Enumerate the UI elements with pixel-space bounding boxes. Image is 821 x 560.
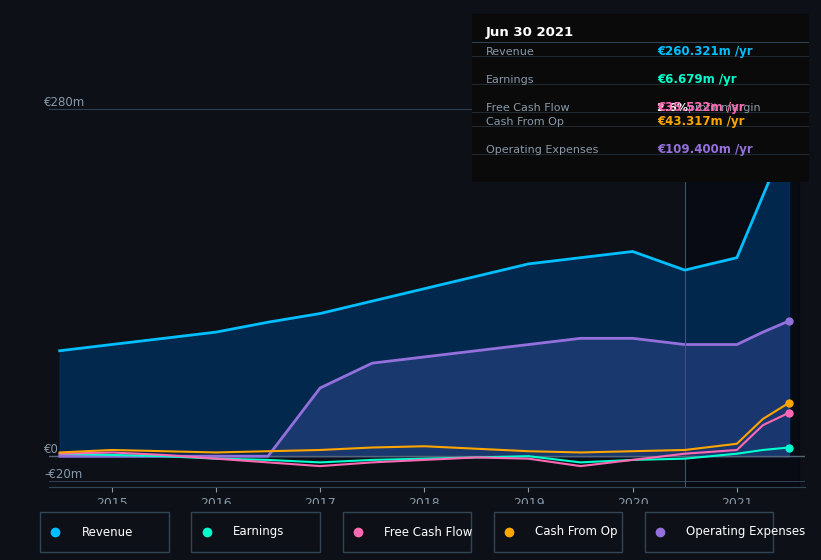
Bar (342, 512, 471, 552)
Text: profit margin: profit margin (687, 103, 760, 113)
Text: €109.400m /yr: €109.400m /yr (658, 143, 753, 156)
Text: Revenue: Revenue (485, 47, 534, 57)
Bar (685, 84, 800, 487)
Text: Jun 30 2021: Jun 30 2021 (485, 26, 574, 39)
Text: €280m: €280m (44, 96, 85, 109)
Bar (493, 512, 622, 552)
Bar (644, 512, 773, 552)
Text: Cash From Op: Cash From Op (485, 117, 563, 127)
Text: Revenue: Revenue (82, 525, 133, 539)
Text: €260.321m /yr: €260.321m /yr (658, 45, 753, 58)
Text: €43.317m /yr: €43.317m /yr (658, 115, 745, 128)
Text: Earnings: Earnings (233, 525, 284, 539)
Text: Operating Expenses: Operating Expenses (686, 525, 805, 539)
Text: €6.679m /yr: €6.679m /yr (658, 73, 736, 86)
Text: Earnings: Earnings (485, 75, 534, 85)
Text: Operating Expenses: Operating Expenses (485, 145, 598, 155)
Text: Cash From Op: Cash From Op (535, 525, 617, 539)
Text: Free Cash Flow: Free Cash Flow (384, 525, 472, 539)
Text: -€20m: -€20m (44, 468, 82, 481)
Bar (191, 512, 320, 552)
Bar (40, 512, 169, 552)
Text: €0: €0 (44, 443, 59, 456)
Text: €35.522m /yr: €35.522m /yr (658, 101, 745, 114)
Text: Free Cash Flow: Free Cash Flow (485, 103, 569, 113)
Text: 2.6%: 2.6% (658, 103, 692, 113)
